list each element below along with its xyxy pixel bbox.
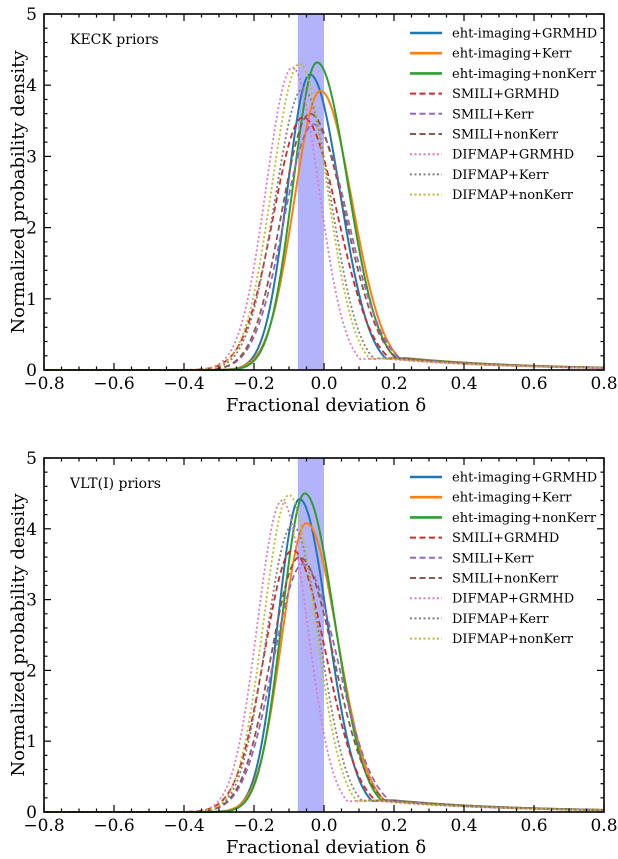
x-tick-label: −0.4	[163, 816, 204, 836]
legend-label: DIFMAP+Kerr	[452, 168, 549, 183]
x-tick-label: −0.8	[23, 816, 64, 836]
legend-label: DIFMAP+nonKerr	[452, 188, 574, 203]
y-tick-label: 1	[26, 290, 37, 310]
y-axis-label: Normalized probability density	[8, 493, 29, 777]
x-tick-label: 0.0	[310, 374, 337, 394]
y-tick-label: 4	[26, 76, 37, 96]
y-tick-label: 2	[26, 661, 37, 681]
x-tick-label: 0.6	[520, 374, 547, 394]
legend-label: SMILI+Kerr	[452, 551, 534, 566]
y-tick-label: 5	[26, 449, 37, 469]
x-tick-label: 0.4	[450, 374, 477, 394]
legend-label: eht-imaging+nonKerr	[452, 67, 597, 82]
legend-label: eht-imaging+GRMHD	[452, 27, 597, 42]
x-tick-label: −0.6	[93, 816, 134, 836]
x-tick-label: −0.2	[233, 816, 274, 836]
x-tick-label: 0.0	[310, 816, 337, 836]
x-axis-label: Fractional deviation δ	[226, 837, 426, 858]
legend-label: SMILI+GRMHD	[452, 531, 559, 546]
legend-label: eht-imaging+GRMHD	[452, 471, 597, 486]
x-tick-label: 0.4	[450, 816, 477, 836]
chart-panel-1: −0.8 −0.6 −0.4 −0.2 0.0 0.2 0.4 0.6 0.8 0 1 2 3 4 5 Fra…	[8, 5, 618, 416]
y-tick-label: 3	[26, 147, 37, 167]
y-tick-label: 0	[26, 361, 37, 381]
legend-label: SMILI+nonKerr	[452, 128, 559, 143]
y-tick-label: 3	[26, 591, 37, 611]
legend-label: DIFMAP+GRMHD	[452, 148, 574, 163]
series-line-difmap-nonkerr	[44, 63, 605, 371]
legend-label: DIFMAP+GRMHD	[452, 592, 574, 607]
x-tick-label: 0.8	[590, 816, 617, 836]
x-tick-label: 0.2	[380, 816, 407, 836]
series-line-difmap-nonkerr	[44, 493, 605, 813]
legend-label: eht-imaging+Kerr	[452, 47, 572, 62]
y-tick-label: 4	[26, 520, 37, 540]
y-tick-label: 1	[26, 732, 37, 752]
y-tick-label: 2	[26, 219, 37, 239]
y-axis-label: Normalized probability density	[8, 50, 29, 334]
x-tick-label: 0.6	[520, 816, 547, 836]
legend-label: eht-imaging+nonKerr	[452, 511, 597, 526]
panel-title: KECK priors	[70, 32, 159, 48]
legend-label: DIFMAP+Kerr	[452, 612, 549, 627]
x-tick-label: 0.8	[590, 374, 617, 394]
x-tick-label: −0.6	[93, 374, 134, 394]
panel-title: VLT(I) priors	[69, 476, 161, 492]
legend-label: SMILI+GRMHD	[452, 87, 559, 102]
x-tick-label: −0.2	[233, 374, 274, 394]
legend-label: SMILI+nonKerr	[452, 572, 559, 587]
legend-label: DIFMAP+nonKerr	[452, 632, 574, 647]
y-tick-label: 5	[26, 5, 37, 25]
legend-label: SMILI+Kerr	[452, 107, 534, 122]
legend-label: eht-imaging+Kerr	[452, 491, 572, 506]
legend: eht-imaging+GRMHD eht-imaging+Kerr eht-ima…	[410, 27, 597, 203]
chart-panel-2: −0.8 −0.6 −0.4 −0.2 0.0 0.2 0.4 0.6 0.8 0 1 2 3 4 5 Fra…	[8, 449, 618, 858]
x-tick-label: −0.4	[163, 374, 204, 394]
legend: eht-imaging+GRMHD eht-imaging+Kerr eht-ima…	[410, 471, 597, 647]
x-tick-label: −0.8	[23, 374, 64, 394]
x-axis-label: Fractional deviation δ	[226, 395, 426, 416]
shaded-band	[297, 14, 324, 370]
x-tick-label: 0.2	[380, 374, 407, 394]
y-tick-label: 0	[26, 803, 37, 823]
series-line-smili-nonkerr	[44, 112, 605, 371]
series-line-smili-kerr	[44, 563, 605, 813]
